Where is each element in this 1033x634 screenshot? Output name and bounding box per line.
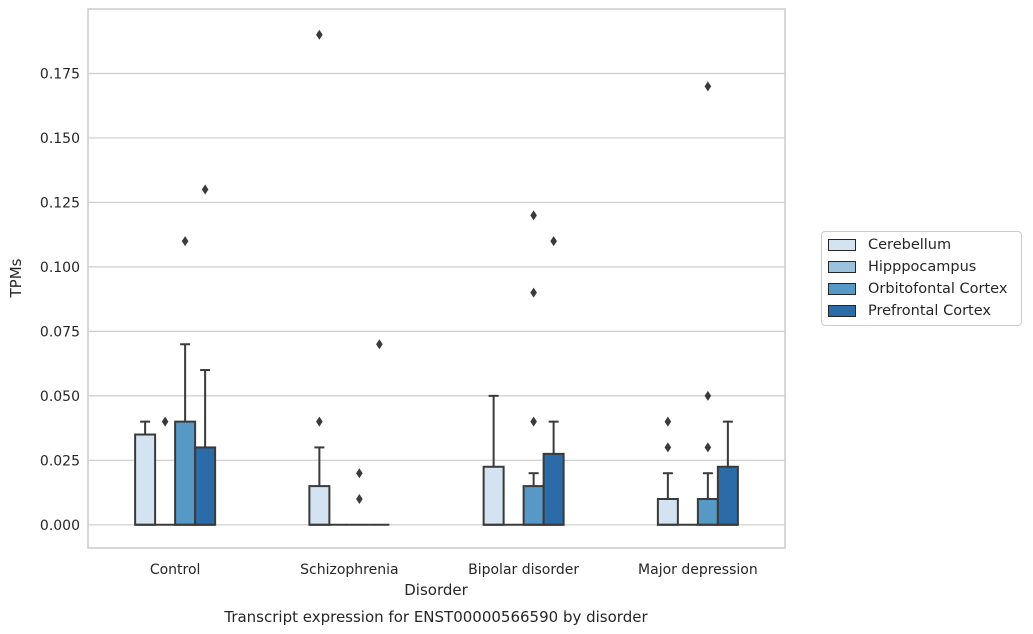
legend: Cerebellum Hipppocampus Orbitofontal Cor… [821,231,1022,326]
x-tick-labels: Control Schizophrenia Bipolar disorder Majo… [150,562,758,578]
outlier-point [181,236,189,247]
boxes [134,343,739,526]
legend-item-hippocampus: Hipppocampus [828,257,976,277]
plot-frame [87,8,786,549]
outlier-point [664,416,672,427]
box [542,452,565,526]
outlier-point [530,416,537,427]
x-axis-label: Disorder [404,581,468,599]
box [522,485,545,526]
outlier-point [316,29,323,40]
x-tick-label: Bipolar disorder [468,562,579,578]
outlier-point [530,287,537,298]
box [134,433,157,526]
x-tick-label: Schizophrenia [300,562,398,578]
outlier-point [530,210,537,221]
outlier-point [704,390,712,401]
outlier-point [550,236,557,247]
legend-swatch-prefrontal [828,305,856,317]
legend-label: Hipppocampus [868,259,977,275]
y-tick-label: 0.025 [40,453,80,469]
y-tick-labels: 0.000 0.025 0.050 0.075 0.100 0.125 0.150 0.175 [40,66,80,533]
box [482,465,505,526]
box [194,446,217,526]
legend-label: Cerebellum [868,237,952,253]
legend-item-orbitofrontal: Orbitofontal Cortex [828,279,1007,299]
y-tick-label: 0.175 [40,66,80,82]
outliers [161,29,712,504]
y-tick-label: 0.050 [40,389,80,405]
outlier-point [664,442,672,453]
outlier-point [356,468,363,479]
outlier-point [316,416,323,427]
box [308,485,331,526]
y-tick-label: 0.150 [40,131,80,147]
outlier-point [376,339,383,350]
y-tick-label: 0.100 [40,260,80,276]
x-tick-label: Major depression [638,562,758,578]
y-tick-label: 0.075 [40,324,80,340]
x-tick-label: Control [150,562,201,578]
legend-swatch-orbitofrontal [828,283,856,295]
outlier-point [356,494,363,504]
y-tick-label: 0.000 [40,518,80,534]
y-axis-label: TPMs [7,258,25,298]
legend-label: Orbitofontal Cortex [868,281,1008,297]
chart-title: Transcript expression for ENST0000056659… [223,608,648,626]
legend-item-cerebellum: Cerebellum [828,235,951,255]
outlier-point [704,81,712,92]
outlier-point [201,184,209,195]
legend-label: Prefrontal Cortex [868,303,991,319]
outlier-point [161,416,169,427]
y-tick-label: 0.125 [40,195,80,211]
outlier-point [704,442,712,453]
box [696,498,719,526]
legend-swatch-cerebellum [828,239,856,251]
box [716,465,739,526]
legend-item-prefrontal: Prefrontal Cortex [828,301,991,321]
legend-swatch-hippocampus [828,261,856,273]
box [174,420,197,526]
box [656,498,679,526]
